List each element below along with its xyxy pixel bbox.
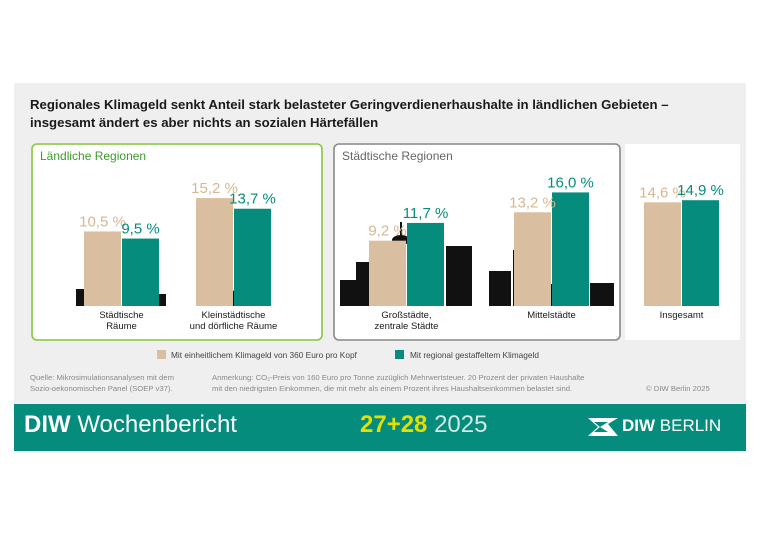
value-label-einheitlich-4: 14,6 % — [639, 184, 686, 201]
category-label-2-0: Großstädte, — [381, 310, 431, 321]
value-label-gestaffelt-2: 11,7 % — [403, 205, 449, 222]
legend-label-gestaffelt: Mit regional gestaffeltem Klimageld — [410, 350, 539, 360]
value-label-einheitlich-1: 15,2 % — [191, 180, 238, 197]
category-label-1-1: und dörfliche Räume — [190, 321, 278, 332]
source-line-2: Sozio-oekonomischen Panel (SOEP v37). — [30, 384, 173, 393]
diw-berlin-logo: DIW BERLIN — [622, 416, 721, 436]
issue-year: 2025 — [427, 411, 488, 438]
bar-gestaffelt-1 — [234, 208, 271, 306]
bars — [84, 192, 719, 306]
value-label-einheitlich-3: 13,2 % — [509, 194, 556, 211]
value-label-einheitlich-2: 9,2 % — [368, 223, 406, 240]
value-label-gestaffelt-3: 16,0 % — [547, 174, 594, 191]
frame-laendliche-regionen — [31, 143, 323, 341]
value-label-einheitlich-0: 10,5 % — [79, 213, 126, 230]
publication-brand: DIW Wochenbericht — [24, 411, 237, 439]
value-label-gestaffelt-1: 13,7 % — [229, 191, 276, 208]
bar-gestaffelt-2 — [407, 222, 444, 306]
legend-label-einheitlich: Mit einheitlichem Klimageld von 360 Euro… — [171, 350, 358, 360]
group-label-laendlich: Ländliche Regionen — [40, 149, 146, 163]
category-label-0-1: Räume — [106, 321, 137, 332]
bar-einheitlich-3 — [514, 212, 551, 306]
footer-bar — [14, 404, 746, 451]
bar-einheitlich-4 — [644, 202, 681, 306]
remark-line-1: Anmerkung: CO₂-Preis von 160 Euro pro To… — [212, 373, 585, 382]
category-label-1-0: Kleinstädtische — [202, 310, 266, 321]
brand-bold: DIW — [24, 411, 71, 438]
bar-gestaffelt-3 — [552, 192, 589, 306]
value-label-gestaffelt-4: 14,9 % — [677, 182, 724, 199]
legend-swatch-einheitlich — [157, 350, 166, 359]
source-line-1: Quelle: Mikrosimulationsanalysen mit dem — [30, 373, 174, 382]
bar-einheitlich-0 — [84, 231, 121, 306]
frame-staedtische-regionen — [333, 143, 621, 341]
chart-title: Regionales Klimageld senkt Anteil stark … — [30, 97, 669, 130]
category-label-3-0: Mittelstädte — [527, 310, 576, 321]
issue-number: 27+28 2025 — [360, 411, 487, 439]
bar-einheitlich-2 — [369, 240, 406, 306]
brand-rest: Wochenbericht — [70, 411, 237, 438]
legend-swatch-gestaffelt — [395, 350, 404, 359]
logo-rest: BERLIN — [655, 416, 722, 435]
category-label-2-1: zentrale Städte — [375, 321, 439, 332]
panel-laendlich-bg — [33, 145, 321, 339]
copyright: © DIW Berlin 2025 — [646, 384, 710, 393]
group-label-staedtisch: Städtische Regionen — [342, 149, 453, 163]
bar-gestaffelt-4 — [682, 200, 719, 306]
remark-line-2: mit den niedrigsten Einkommen, die mit m… — [212, 384, 573, 393]
category-label-4-0: Insgesamt — [660, 310, 704, 321]
diw-logo-icon — [588, 418, 618, 436]
value-label-gestaffelt-0: 9,5 % — [121, 221, 159, 238]
issue-num: 27+28 — [360, 411, 428, 438]
bar-gestaffelt-0 — [122, 238, 159, 306]
bar-einheitlich-1 — [196, 198, 233, 306]
logo-bold: DIW — [622, 416, 656, 435]
remark-note: Anmerkung: CO₂-Preis von 160 Euro pro To… — [212, 372, 632, 394]
category-label-0-0: Städtische — [99, 310, 143, 321]
source-note: Quelle: Mikrosimulationsanalysen mit dem… — [30, 372, 208, 394]
value-labels: 10,5 %9,5 % 15,2 %13,7 % 9,2 %11,7 % 13,2 %… — [79, 174, 724, 239]
